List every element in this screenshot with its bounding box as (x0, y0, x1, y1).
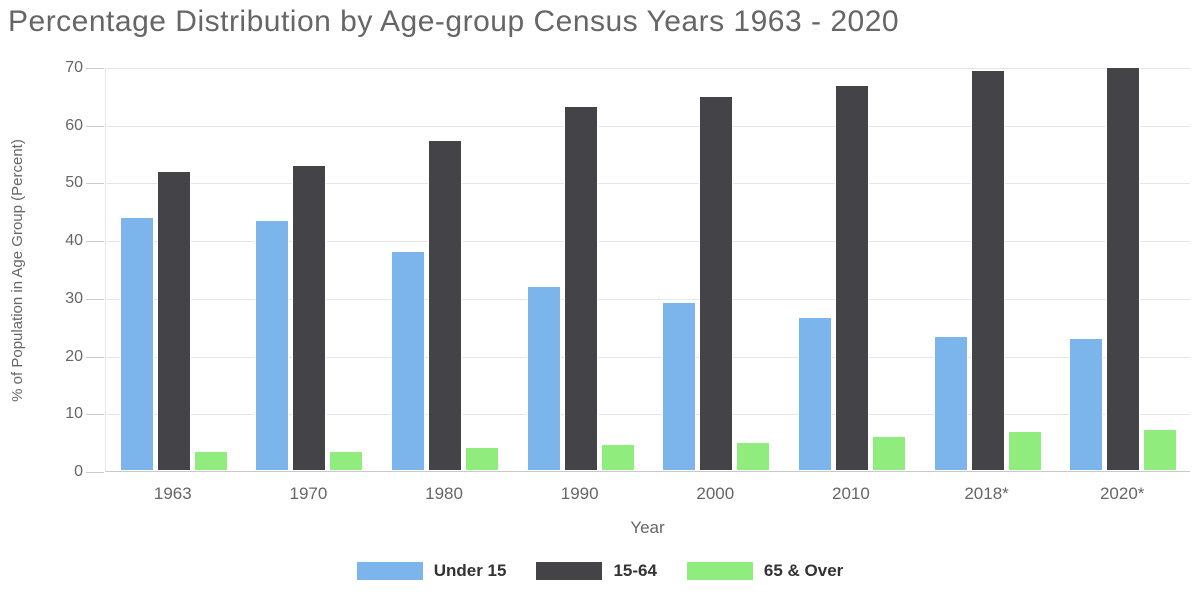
y-tick-label-20: 20 (65, 347, 83, 365)
bar-under-15-2018[interactable] (933, 335, 968, 471)
y-gridline-60 (106, 125, 1190, 127)
bar-15-64-1963[interactable] (156, 170, 191, 471)
bar-15-64-1990[interactable] (563, 106, 598, 471)
bar-15-64-2000[interactable] (699, 95, 734, 471)
y-tick-label-70: 70 (65, 59, 83, 76)
y-tick-mark-30 (86, 298, 104, 300)
x-tick-label-1963: 1963 (153, 484, 192, 503)
legend-item-under-15[interactable]: Under 15 (356, 561, 507, 581)
y-gridline-30 (106, 298, 1190, 300)
bar-15-64-1980[interactable] (428, 139, 463, 471)
bar-65-over-2010[interactable] (871, 435, 906, 471)
y-tick-mark-60 (86, 125, 104, 127)
bar-65-over-2000[interactable] (736, 441, 771, 471)
legend-label-65-over: 65 & Over (763, 561, 844, 580)
legend: Under 15 15-64 65 & Over (0, 556, 1200, 586)
legend-swatch-65-over (686, 562, 753, 580)
legend-label-under-15: Under 15 (433, 561, 507, 580)
x-tick-label-2010: 2010 (832, 484, 870, 503)
bar-65-over-2018[interactable] (1007, 431, 1042, 471)
x-axis-labels: 1963 1970 1980 1990 2000 2010 2018* 2020* (105, 484, 1190, 506)
y-tick-label-10: 10 (65, 405, 83, 423)
y-tick-mark-50 (86, 183, 104, 185)
y-tick-mark-40 (86, 241, 104, 243)
x-tick-label-2018: 2018* (964, 484, 1009, 503)
y-gridline-40 (106, 241, 1190, 243)
bar-under-15-1990[interactable] (526, 286, 561, 471)
bar-65-over-1963[interactable] (193, 450, 228, 471)
legend-label-15-64: 15-64 (613, 561, 657, 580)
y-gridline-50 (106, 183, 1190, 185)
bar-under-15-1970[interactable] (255, 219, 290, 471)
x-axis-title: Year (630, 518, 665, 537)
x-tick-label-2020: 2020* (1099, 484, 1145, 503)
y-gridline-20 (106, 356, 1190, 358)
legend-swatch-under-15 (356, 562, 423, 580)
bar-under-15-1980[interactable] (391, 251, 426, 471)
y-tick-mark-0 (86, 472, 104, 473)
y-tick-label-50: 50 (65, 174, 83, 192)
legend-item-65-over[interactable]: 65 & Over (686, 561, 844, 581)
y-tick-label-0: 0 (74, 463, 83, 480)
bar-15-64-2010[interactable] (834, 84, 869, 471)
y-tick-label-60: 60 (65, 116, 83, 134)
y-gridline-70 (106, 68, 1190, 69)
bar-65-over-1990[interactable] (600, 444, 635, 471)
bar-under-15-1963[interactable] (119, 217, 154, 471)
bar-under-15-2000[interactable] (662, 302, 697, 471)
plot-area (105, 67, 1190, 472)
bar-15-64-1970[interactable] (292, 165, 327, 471)
y-tick-mark-70 (86, 68, 104, 69)
y-axis: 0 10 20 30 40 50 60 70 (0, 59, 105, 480)
legend-swatch-15-64 (536, 562, 603, 580)
x-tick-label-1990: 1990 (560, 484, 599, 503)
bar-65-over-1970[interactable] (329, 451, 364, 471)
x-tick-label-1980: 1980 (425, 484, 463, 503)
y-tick-mark-10 (86, 414, 104, 416)
chart-title: Percentage Distribution by Age-group Cen… (8, 5, 900, 38)
bar-65-over-1980[interactable] (465, 446, 500, 471)
bar-65-over-2020[interactable] (1143, 428, 1178, 471)
x-tick-label-2000: 2000 (696, 484, 735, 503)
bar-15-64-2018[interactable] (970, 69, 1005, 471)
bar-under-15-2020[interactable] (1069, 338, 1104, 471)
x-tick-label-1970: 1970 (289, 484, 328, 503)
y-tick-mark-20 (86, 356, 104, 358)
y-gridline-10 (106, 414, 1190, 416)
bar-under-15-2010[interactable] (797, 316, 832, 471)
y-tick-label-30: 30 (65, 289, 83, 307)
y-tick-label-40: 40 (65, 232, 83, 250)
legend-item-15-64[interactable]: 15-64 (536, 561, 657, 581)
bar-15-64-2020[interactable] (1106, 67, 1141, 471)
